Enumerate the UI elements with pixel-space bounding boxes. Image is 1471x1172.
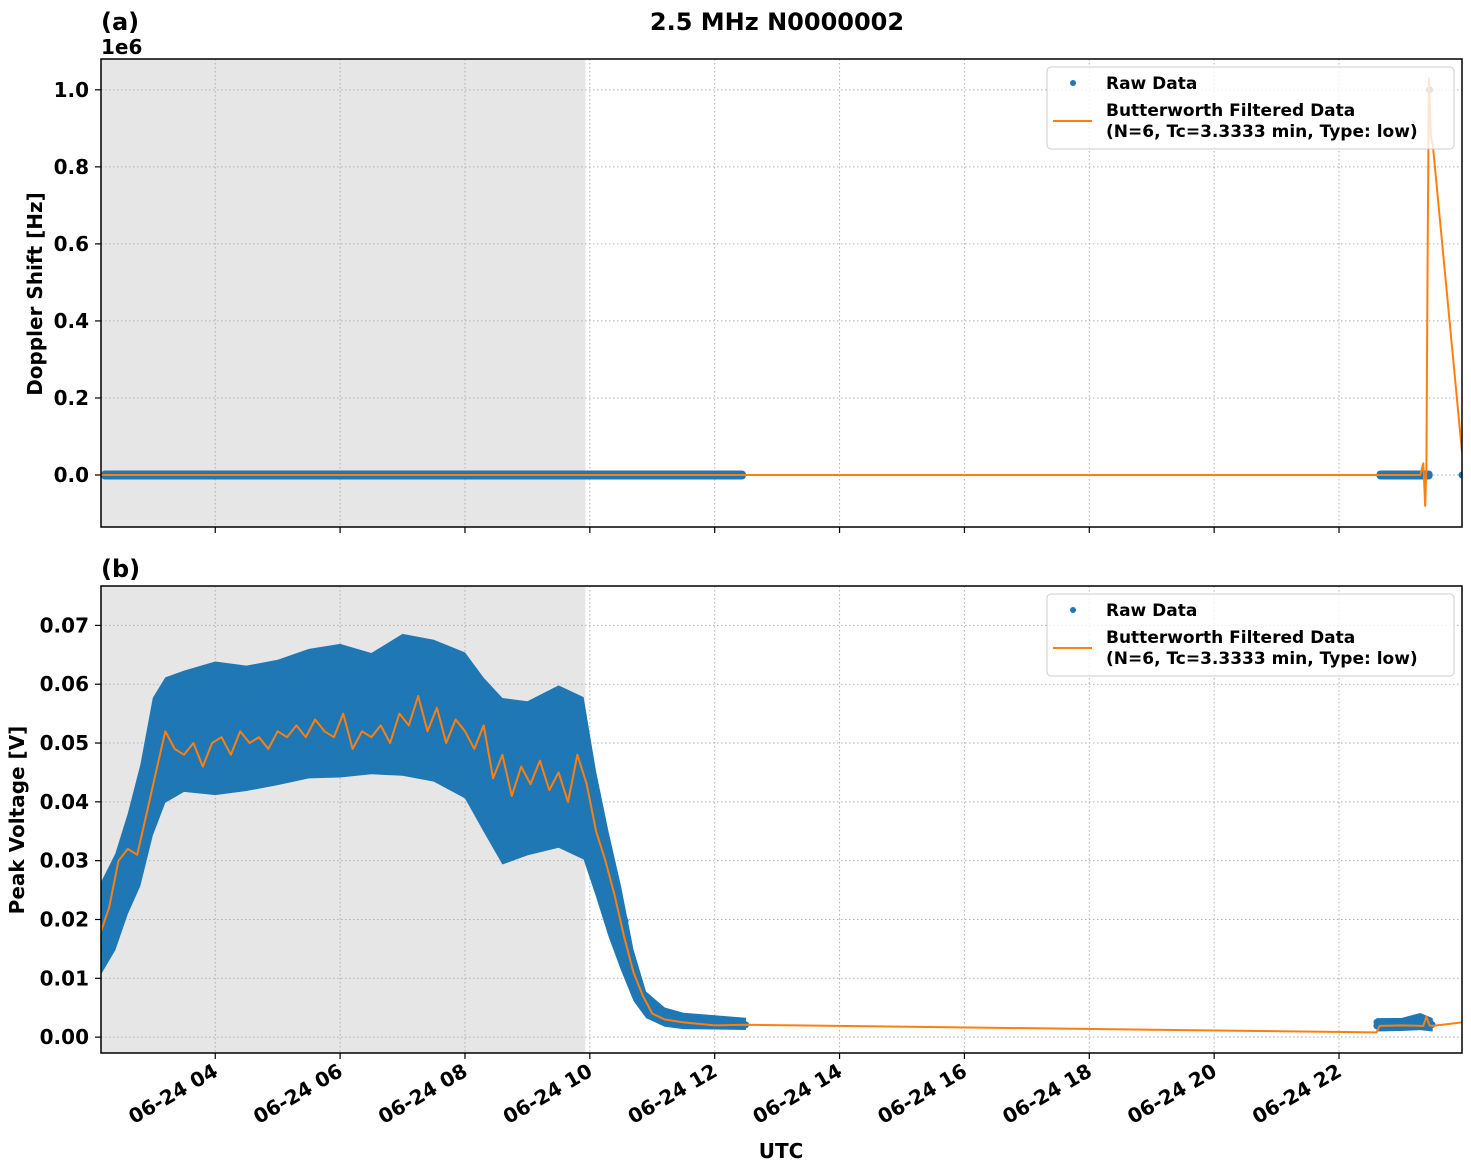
legend-filtered-label-1: Butterworth Filtered Data bbox=[1106, 628, 1355, 648]
y-tick-label: 0.6 bbox=[54, 232, 89, 256]
x-tick-labels: 06-24 04 06-24 06 06-24 08 06-24 10 06-24 12… bbox=[124, 1059, 1345, 1129]
legend-raw-marker-icon bbox=[1070, 607, 1076, 613]
panel-b-ylabel: Peak Voltage [V] bbox=[5, 726, 29, 915]
y-tick-label: 0.8 bbox=[54, 155, 89, 179]
axes-frame bbox=[100, 58, 1463, 528]
axes-frame bbox=[100, 585, 1463, 1054]
raw-data-point bbox=[1458, 471, 1462, 479]
y-tick-label: 0.06 bbox=[40, 672, 89, 696]
y-tick-label: 0.01 bbox=[40, 966, 89, 990]
shaded-region bbox=[101, 59, 586, 527]
x-tick-label: 06-24 08 bbox=[374, 1059, 472, 1129]
panel-a-label: (a) bbox=[101, 8, 139, 36]
x-tick-label: 06-24 16 bbox=[873, 1059, 971, 1129]
legend-frame bbox=[1046, 66, 1455, 150]
x-tick-label: 06-24 04 bbox=[124, 1059, 222, 1129]
x-tick-label: 06-24 22 bbox=[1248, 1059, 1346, 1129]
x-tick-label: 06-24 20 bbox=[1123, 1059, 1221, 1129]
y-tick-label: 0.2 bbox=[54, 386, 89, 410]
x-tick-label: 06-24 12 bbox=[624, 1059, 722, 1129]
figure-title: 2.5 MHz N0000002 bbox=[650, 8, 904, 36]
y-tick-label: 0.0 bbox=[54, 463, 89, 487]
y-tick-label: 0.05 bbox=[40, 731, 89, 755]
panel-b-plot-area: 0.00 0.01 0.02 0.03 0.04 0.05 0.06 0.07 bbox=[40, 585, 1463, 1059]
x-tick-label: 06-24 14 bbox=[749, 1059, 847, 1129]
legend-raw-label: Raw Data bbox=[1106, 74, 1197, 94]
y-tick-label: 0.03 bbox=[40, 849, 89, 873]
x-tick-label: 06-24 06 bbox=[249, 1059, 347, 1129]
y-tick-label: 1.0 bbox=[54, 78, 89, 102]
panel-a-offset-text: 1e6 bbox=[101, 35, 142, 59]
legend-filtered-label-1: Butterworth Filtered Data bbox=[1106, 101, 1355, 121]
y-tick-label: 0.07 bbox=[40, 613, 89, 637]
x-tick-label: 06-24 10 bbox=[499, 1059, 597, 1129]
legend-raw-marker-icon bbox=[1070, 80, 1076, 86]
x-axis-label: UTC bbox=[759, 1139, 804, 1163]
legend-raw-label: Raw Data bbox=[1106, 601, 1197, 621]
filtered-data-line bbox=[101, 695, 1462, 1034]
legend-filtered-label-2: (N=6, Tc=3.3333 min, Type: low) bbox=[1106, 122, 1418, 142]
panel-b-legend: Raw Data Butterworth Filtered Data (N=6,… bbox=[1046, 593, 1455, 677]
panel-a-doppler-shift: (a) 1e6 Doppler Shift [Hz] 0.0 0.2 0.4 0.6 0… bbox=[23, 8, 1463, 533]
y-tick-label: 0.02 bbox=[40, 907, 89, 931]
panel-b-label: (b) bbox=[101, 555, 140, 583]
y-tick-label: 0.4 bbox=[54, 309, 89, 333]
y-tick-label: 0.00 bbox=[40, 1025, 89, 1049]
panel-a-legend: Raw Data Butterworth Filtered Data (N=6,… bbox=[1046, 66, 1455, 150]
panel-b-peak-voltage: (b) Peak Voltage [V] 0.000.010.020.030.0… bbox=[5, 555, 1463, 1129]
legend-filtered-label-2: (N=6, Tc=3.3333 min, Type: low) bbox=[1106, 649, 1418, 669]
panel-a-ylabel: Doppler Shift [Hz] bbox=[23, 192, 47, 396]
legend-frame bbox=[1046, 593, 1455, 677]
x-tick-label: 06-24 18 bbox=[998, 1059, 1096, 1129]
y-tick-label: 0.04 bbox=[40, 790, 89, 814]
